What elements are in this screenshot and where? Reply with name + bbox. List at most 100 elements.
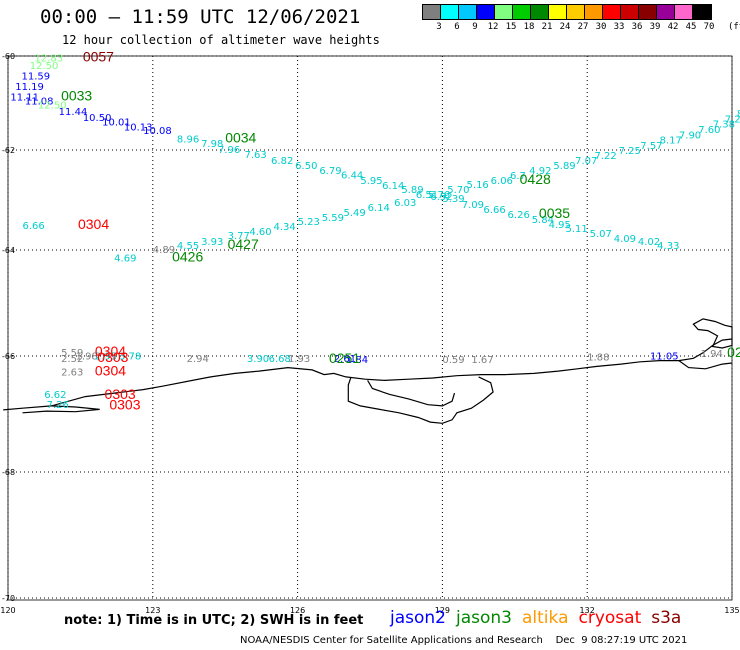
colorbar-swatch	[585, 5, 603, 19]
colorbar-swatch	[513, 5, 531, 19]
swh-value-label: 5.59	[322, 213, 344, 224]
pass-time-label: 023	[727, 344, 740, 360]
swh-value-label: 6.03	[394, 198, 416, 209]
swh-value-label: 5.95	[360, 176, 382, 187]
coastline-bay-outline	[367, 380, 456, 407]
swh-value-label: 7.98	[201, 139, 223, 150]
longitude-tick-label: 132	[580, 606, 595, 615]
latitude-tick-label: -66	[2, 352, 15, 361]
swh-value-label: 2.52	[61, 354, 83, 365]
colorbar-tick-label: 3	[436, 22, 442, 32]
swh-value-label: 6.52	[430, 192, 452, 203]
coastline-main	[3, 338, 733, 411]
colorbar-swatches	[422, 4, 712, 20]
swh-value-label: 11.11	[10, 93, 39, 104]
swh-value-label: 10.50	[83, 113, 112, 124]
swh-value-label: 1.88	[587, 353, 609, 364]
swh-value-label: 6.79	[319, 166, 341, 177]
pass-time-label: 0304	[95, 363, 126, 379]
colorbar-swatch	[657, 5, 675, 19]
swh-value-label: 3.77	[228, 231, 250, 242]
swh-value-label: 5.39	[442, 194, 464, 205]
swh-value-label: 4.69	[114, 254, 136, 265]
swh-value-label: 6.51	[416, 190, 438, 201]
pass-time-label: 0034	[225, 129, 256, 145]
colorbar-swatch	[603, 5, 621, 19]
pass-time-label: 0033	[61, 88, 92, 104]
coastline-shelf-west	[22, 405, 100, 414]
swh-value-label: 2.63	[61, 368, 83, 379]
swh-value-label: 5.11	[565, 224, 587, 235]
colorbar-swatch	[441, 5, 459, 19]
longitude-tick-label: 135	[724, 606, 739, 615]
pass-time-label: 0426	[172, 249, 203, 265]
swh-value-label: 5.23	[298, 217, 320, 228]
mission-legend: jason2 jason3 altika cryosat s3a	[390, 608, 691, 628]
swh-value-label: 2.61	[334, 354, 356, 365]
swh-value-label: 7.28	[725, 115, 740, 126]
swh-value-label: 7.38	[713, 119, 735, 130]
swh-value-label: 5.89	[553, 161, 575, 172]
colorbar-tick-label: 21	[541, 22, 553, 32]
colorbar-tick-label: 9	[472, 22, 478, 32]
colorbar-tick-label: 24	[559, 22, 571, 32]
colorbar-tick-label: 39	[649, 22, 661, 32]
pass-time-label: 0303	[105, 386, 136, 402]
swh-value-label: 4.95	[549, 220, 571, 231]
colorbar-swatch	[675, 5, 693, 19]
colorbar-swatch	[549, 5, 567, 19]
swh-value-label: 6.82	[271, 156, 293, 167]
latitude-tick-label: -68	[2, 468, 15, 477]
swh-value-label: 4.60	[249, 227, 271, 238]
colorbar-tick-label: 45	[685, 22, 697, 32]
swh-value-label: 1.93	[288, 354, 310, 365]
swh-value-label: 6.14	[382, 181, 404, 192]
swh-value-label: 10.13	[124, 122, 153, 133]
swh-value-label: 6.06	[491, 176, 513, 187]
swh-value-label: 7.25	[619, 146, 641, 157]
colorbar-swatch	[531, 5, 549, 19]
colorbar-swatch	[477, 5, 495, 19]
swh-value-label: 6.7	[510, 171, 526, 182]
swh-value-label: 11.05	[650, 351, 679, 362]
longitude-tick-label: 129	[435, 606, 450, 615]
colorbar-swatch	[495, 5, 513, 19]
mission-legend-s3a: s3a	[651, 608, 682, 628]
swh-value-label: 11.44	[59, 107, 88, 118]
swh-value-label: 7.09	[462, 200, 484, 211]
swh-value-label: 5.59	[61, 348, 83, 359]
swh-value-label: 5.76	[428, 190, 450, 201]
swh-value-label: 3.90	[247, 354, 269, 365]
swh-value-label: 3.78	[119, 351, 141, 362]
mission-legend-cryosat: cryosat	[578, 608, 642, 628]
mission-legend-jason3: jason3	[456, 608, 512, 628]
swh-value-label: 6.14	[368, 203, 390, 214]
colorbar-tick-label: 18	[523, 22, 535, 32]
swh-value-label: 6.26	[508, 210, 530, 221]
swh-value-label: 11.59	[22, 72, 51, 83]
swh-value-label: 0.59	[442, 355, 464, 366]
swh-value-label: 7.26	[47, 400, 69, 411]
pass-time-label: 0427	[228, 236, 259, 252]
colorbar-tick-label: 30	[595, 22, 607, 32]
mission-legend-jason2: jason2	[390, 608, 446, 628]
swh-value-label: 4.89	[153, 245, 175, 256]
coastline-ice-tongue	[347, 376, 494, 424]
colorbar-swatch	[459, 5, 477, 19]
swh-value-label: 4.55	[177, 241, 199, 252]
swh-value-label: 12.50	[30, 61, 59, 72]
pass-time-label: 0251	[329, 350, 360, 366]
swh-value-label: 6.44	[341, 171, 363, 182]
colorbar-tick-label: 42	[667, 22, 679, 32]
pass-time-label: 0057	[83, 49, 114, 65]
coastline-island	[692, 318, 733, 349]
swh-value-label: 6.68	[269, 354, 291, 365]
colorbar-unit: (ft)	[728, 22, 740, 32]
coastline-shelf-east	[678, 360, 733, 370]
observation-labels: 12.8312.5011.5911.1911.1111.0812.5011.44…	[10, 49, 740, 413]
swh-value-label: 3.93	[201, 237, 223, 248]
pass-time-label: 0304	[78, 216, 109, 232]
swh-value-label: 7.63	[245, 150, 267, 161]
